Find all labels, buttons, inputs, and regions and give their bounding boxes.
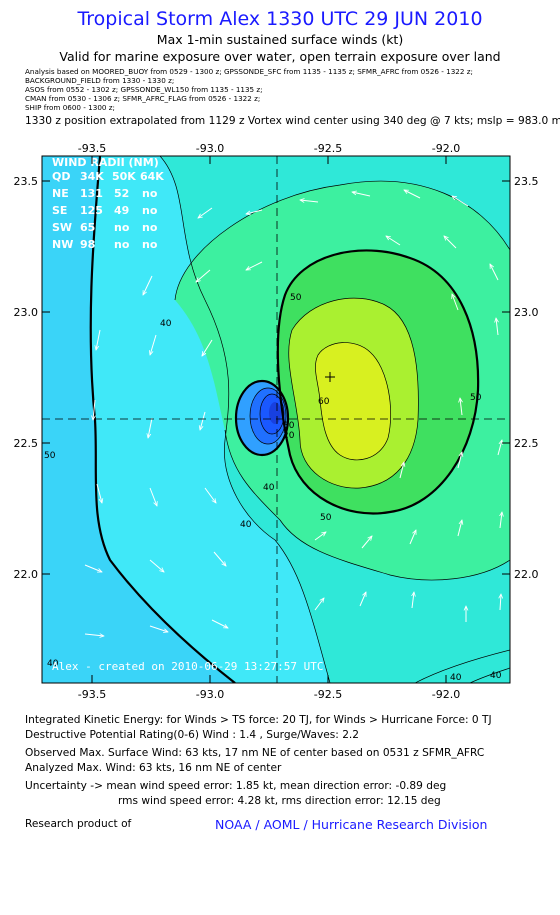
wind-radii-cell: SW [52,221,72,234]
contour-label: 50 [470,393,482,403]
contour-label: 40 [263,483,275,493]
plot-frame [41,155,511,684]
lat-tick-label: 22.5 [14,437,39,450]
lat-labels-left: 23.5 23.0 22.5 22.0 [14,175,39,581]
wind-radii-cell: no [142,238,158,251]
research-label: Research product of [25,818,132,830]
wind-radii-cell: 49 [114,204,129,217]
wind-radii-col: 34K [80,170,104,183]
validity-note: Valid for marine exposure over water, op… [59,49,501,64]
lon-tick-label: -93.0 [196,688,224,701]
contour-label: 40 [490,671,502,681]
lat-tick-label: 23.5 [14,175,39,188]
contour-label: 40 [160,319,172,329]
isotach-lines [89,156,510,683]
lat-tick-label: 22.0 [14,568,39,581]
source-line: BACKGROUND_FIELD from 1330 - 1330 z; [25,76,175,85]
lon-tick-label: -92.5 [314,688,342,701]
wind-radii-cell: 65 [80,221,95,234]
lat-tick-label: 23.0 [14,306,39,319]
observed-max-line: Observed Max. Surface Wind: 63 kts, 17 n… [25,747,485,759]
wind-radii-header: WIND RADII (NM) [52,156,159,169]
max-wind-marker [325,372,335,382]
noaa-link[interactable]: NOAA / AOML / Hurricane Research Divisio… [215,817,488,832]
wind-radii-cell: SE [52,204,67,217]
wind-radii-cell: 98 [80,238,95,251]
wind-radii-cell: NE [52,187,69,200]
wind-radii-cell: 131 [80,187,103,200]
lon-tick-label: -92.5 [314,142,342,155]
lat-labels-right: 23.5 23.0 22.5 22.0 [514,175,539,581]
contour-label: 40 [450,673,462,683]
contour-label: 50 [44,451,56,461]
lon-tick-label: -92.0 [432,688,460,701]
contour-label: 20 [283,431,295,441]
wind-radii-cell: no [142,187,158,200]
wind-radii-cell: no [114,221,130,234]
rms-line: rms wind speed error: 4.28 kt, rms direc… [118,795,441,807]
wind-radii-col: QD [52,170,70,183]
lon-tick-label: -93.5 [78,688,106,701]
lat-tick-label: 23.0 [514,306,539,319]
uncertainty-line: Uncertainty -> mean wind speed error: 1.… [25,780,447,792]
contour-label: 50 [290,293,302,303]
wind-vectors [84,189,502,636]
analyzed-max-line: Analyzed Max. Wind: 63 kts, 16 nm NE of … [25,762,282,774]
position-note: 1330 z position extrapolated from 1129 z… [25,115,560,127]
lon-labels-top: -93.5 -93.0 -92.5 -92.0 [78,142,460,155]
created-label: Alex - created on 2010-06-29 13:27:57 UT… [52,660,324,673]
contour-labels: 40 40 50 50 50 60 50 40 40 40 40 20 30 [44,293,502,683]
wind-radii-cell: no [114,238,130,251]
lat-tick-label: 22.0 [514,568,539,581]
source-line: Analysis based on MOORED_BUOY from 0529 … [25,67,473,76]
contour-label: 40 [240,520,252,530]
ike-line: Integrated Kinetic Energy: for Winds > T… [25,714,492,726]
wind-radii-cell: 52 [114,187,129,200]
source-line: SHIP from 0600 - 1300 z; [25,103,115,112]
wind-radii-col: 64K [140,170,164,183]
wind-radii-cell: no [142,204,158,217]
wind-contours: 40 40 50 50 50 60 50 40 40 40 40 20 30 W… [42,156,510,683]
lon-labels-bottom: -93.5 -93.0 -92.5 -92.0 [78,688,460,701]
wind-radii-cell: no [142,221,158,234]
source-line: CMAN from 0530 - 1306 z; SFMR_AFRC_FLAG … [25,94,261,103]
contour-label: 50 [320,513,332,523]
wind-radii-cell: 125 [80,204,103,217]
lat-tick-label: 22.5 [514,437,539,450]
contour-label: 60 [318,397,330,407]
core-center [269,402,281,424]
wind-radii-col: 50K [112,170,136,183]
contour-label: 30 [283,421,295,431]
dpr-line: Destructive Potential Rating(0-6) Wind :… [25,729,360,741]
source-line: ASOS from 0552 - 1302 z; GPSSONDE_WL150 … [25,85,263,94]
map-title: Tropical Storm Alex 1330 UTC 29 JUN 2010 [77,8,483,30]
contour-label: 40 [47,659,59,669]
axis-ticks [42,156,510,683]
lon-tick-label: -93.5 [78,142,106,155]
lon-tick-label: -93.0 [196,142,224,155]
lat-tick-label: 23.5 [514,175,539,188]
fill-80kt [315,342,391,460]
wind-radii-table: WIND RADII (NM) QD 34K 50K 64K NE 131 52… [52,156,164,251]
map-subtitle: Max 1-min sustained surface winds (kt) [156,32,404,47]
lon-tick-label: -92.0 [432,142,460,155]
wind-radii-cell: NW [52,238,73,251]
